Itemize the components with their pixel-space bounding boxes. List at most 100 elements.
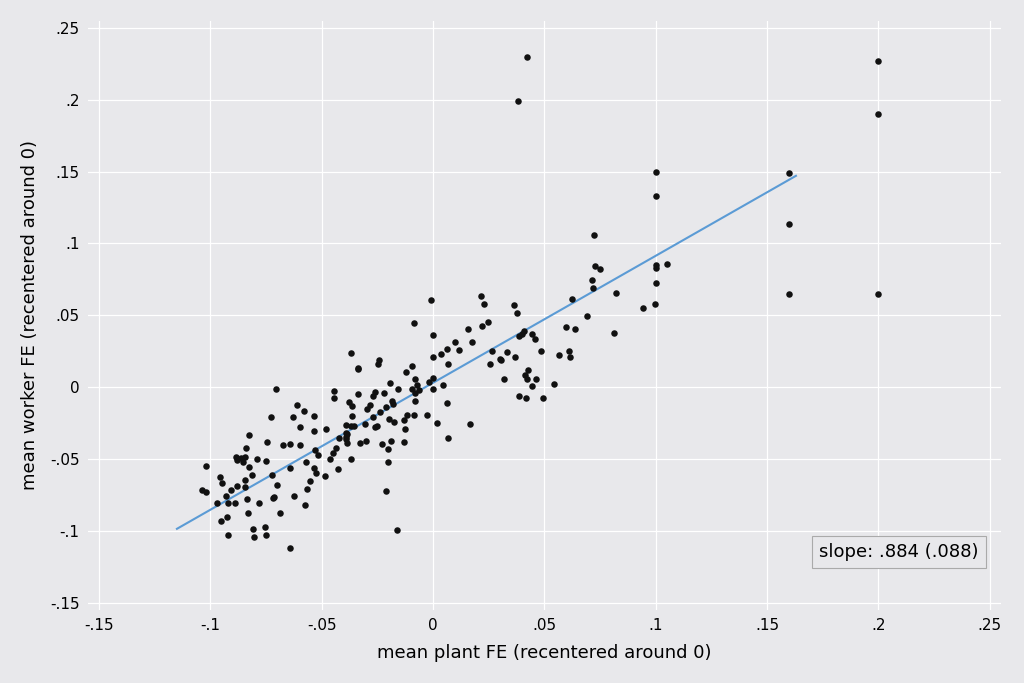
Point <box>536 393 552 404</box>
Point <box>326 386 342 397</box>
Point <box>557 322 573 333</box>
Point <box>330 464 346 475</box>
Point <box>606 327 623 338</box>
Point <box>524 329 541 339</box>
Point <box>305 410 322 421</box>
Point <box>283 543 299 554</box>
Point <box>517 370 534 380</box>
Point <box>432 349 449 360</box>
Point <box>309 450 326 461</box>
Point <box>511 331 527 342</box>
Point <box>607 288 624 298</box>
Y-axis label: mean worker FE (recentered around 0): mean worker FE (recentered around 0) <box>20 140 39 490</box>
Point <box>492 353 508 364</box>
Point <box>212 516 228 527</box>
Point <box>244 469 260 480</box>
Point <box>228 480 245 491</box>
Point <box>398 410 415 421</box>
Point <box>419 409 435 420</box>
Point <box>258 529 274 540</box>
Point <box>579 311 595 322</box>
Point <box>259 436 275 447</box>
Point <box>266 492 283 503</box>
Point <box>228 452 245 463</box>
Point <box>342 421 358 432</box>
Point <box>446 337 463 348</box>
Point <box>369 421 385 432</box>
Point <box>451 345 467 356</box>
Point <box>524 381 541 392</box>
Point <box>439 344 456 354</box>
Point <box>382 378 398 389</box>
Point <box>325 447 341 458</box>
Point <box>344 400 360 411</box>
Point <box>421 377 437 388</box>
Point <box>339 429 355 440</box>
Point <box>338 419 354 430</box>
Point <box>507 352 523 363</box>
Point <box>349 389 366 400</box>
Point <box>647 191 664 201</box>
Point <box>367 387 383 398</box>
Point <box>411 385 427 395</box>
Point <box>194 485 210 496</box>
Point <box>519 374 536 385</box>
Point <box>249 454 265 464</box>
Point <box>338 432 354 443</box>
Point <box>368 422 384 433</box>
Point <box>460 323 476 334</box>
Point <box>781 219 798 229</box>
Point <box>567 324 584 335</box>
Point <box>584 275 600 285</box>
Point <box>371 359 387 370</box>
Point <box>409 380 425 391</box>
Point <box>585 282 601 293</box>
Point <box>506 300 522 311</box>
Point <box>380 444 396 455</box>
Point <box>212 472 228 483</box>
Point <box>546 378 562 389</box>
Point <box>292 421 308 432</box>
Point <box>241 507 257 518</box>
Point <box>407 374 423 385</box>
Point <box>269 479 286 490</box>
Point <box>209 497 225 508</box>
Point <box>425 330 441 341</box>
Point <box>232 453 249 464</box>
Point <box>592 264 608 275</box>
Point <box>647 299 664 310</box>
Point <box>343 348 359 359</box>
Point <box>229 455 246 466</box>
Point <box>781 167 798 178</box>
Point <box>306 462 323 473</box>
Point <box>343 454 359 464</box>
Point <box>532 346 549 357</box>
Point <box>587 260 603 271</box>
Point <box>509 96 525 107</box>
Point <box>464 337 480 348</box>
Point <box>292 439 308 450</box>
Point <box>287 490 303 501</box>
Point <box>425 383 441 394</box>
Point <box>219 512 236 522</box>
Point <box>526 333 543 344</box>
Point <box>870 288 887 299</box>
Point <box>317 423 334 434</box>
Point <box>518 393 535 404</box>
Point <box>781 288 798 299</box>
Point <box>358 404 375 415</box>
Point <box>306 425 323 436</box>
Point <box>406 318 422 329</box>
Point <box>563 294 580 305</box>
Point <box>479 316 496 327</box>
Point <box>338 433 354 444</box>
Point <box>239 493 255 504</box>
Point <box>390 383 407 394</box>
Point <box>301 475 317 486</box>
Point <box>299 484 315 494</box>
Point <box>396 436 413 447</box>
Point <box>344 410 360 421</box>
Point <box>241 462 257 473</box>
Point <box>345 421 361 432</box>
Point <box>560 346 577 357</box>
